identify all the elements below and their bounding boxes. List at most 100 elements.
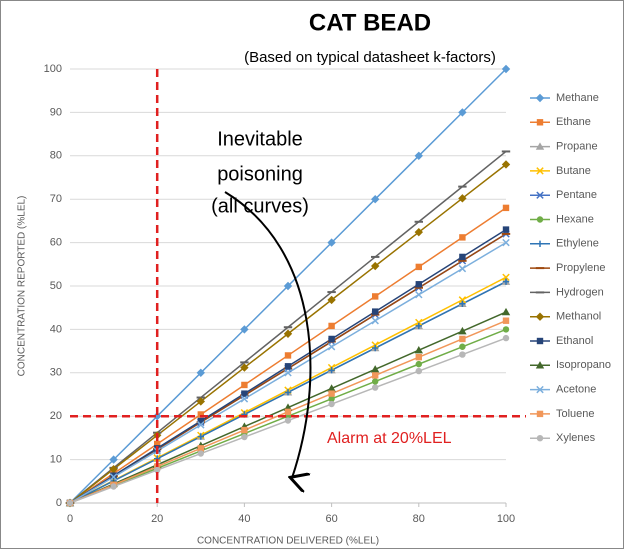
marker <box>536 337 544 345</box>
marker <box>535 93 545 103</box>
marker <box>414 346 423 354</box>
marker <box>536 167 544 175</box>
marker <box>109 455 118 464</box>
marker <box>536 216 544 223</box>
marker <box>110 483 117 490</box>
marker <box>328 335 335 343</box>
marker <box>415 353 422 361</box>
marker <box>414 227 423 237</box>
marker <box>241 390 248 397</box>
y-tick-label: 10 <box>50 454 62 466</box>
marker <box>284 369 292 377</box>
marker <box>197 411 204 418</box>
legend-label: Pentane <box>556 189 597 201</box>
marker <box>240 395 249 403</box>
marker <box>415 360 422 368</box>
marker <box>459 253 466 261</box>
marker <box>536 410 544 418</box>
legend-label: Methane <box>556 92 599 104</box>
marker <box>328 395 335 403</box>
marker <box>371 261 380 271</box>
marker <box>458 264 467 273</box>
legend-label: Toluene <box>556 408 595 420</box>
marker <box>459 343 466 350</box>
marker <box>283 329 293 338</box>
marker <box>328 390 335 397</box>
marker <box>284 352 292 359</box>
marker <box>459 335 466 343</box>
marker <box>197 450 204 457</box>
marker <box>371 365 380 373</box>
marker <box>535 312 545 321</box>
legend-label: Butane <box>556 165 591 177</box>
y-tick-label: 40 <box>50 323 62 335</box>
marker <box>284 417 292 424</box>
marker <box>372 372 379 379</box>
marker <box>197 421 205 429</box>
marker <box>154 440 161 448</box>
chart-subtitle: (Based on typical datasheet k-factors) <box>244 49 496 66</box>
marker <box>501 160 511 169</box>
marker <box>197 433 204 440</box>
marker <box>109 464 118 474</box>
legend-label: Hexane <box>556 213 594 225</box>
marker <box>501 64 511 74</box>
y-tick-label: 100 <box>44 63 62 75</box>
marker <box>327 238 336 247</box>
legend-label: Acetone <box>556 384 596 396</box>
marker <box>458 326 467 335</box>
marker <box>241 433 248 441</box>
y-tick-label: 80 <box>50 150 62 162</box>
marker <box>153 412 162 421</box>
marker <box>372 344 379 352</box>
legend-label: Xylenes <box>556 432 596 444</box>
x-tick-label: 80 <box>413 513 425 525</box>
legend-label: Ethane <box>556 116 591 128</box>
marker <box>241 381 248 389</box>
marker <box>283 281 293 291</box>
marker <box>66 499 74 507</box>
marker <box>284 389 292 396</box>
marker <box>197 417 204 425</box>
x-tick-label: 20 <box>151 513 163 525</box>
marker <box>327 343 336 351</box>
alarm-annotation: Alarm at 20%LEL <box>327 430 452 447</box>
legend-label: Ethanol <box>556 335 593 347</box>
marker <box>284 363 292 370</box>
marker <box>371 316 379 325</box>
x-tick-label: 40 <box>238 513 250 525</box>
marker <box>328 400 335 408</box>
marker <box>502 317 510 324</box>
marker <box>502 334 510 342</box>
y-tick-label: 30 <box>50 367 62 379</box>
marker <box>502 278 510 285</box>
y-tick-label: 50 <box>50 280 62 292</box>
marker <box>328 366 335 374</box>
legend-label: Hydrogen <box>556 286 604 298</box>
marker <box>536 240 544 247</box>
marker <box>415 322 422 330</box>
legend-label: Propane <box>556 141 598 153</box>
x-axis-label: CONCENTRATION DELIVERED (%LEL) <box>197 536 379 547</box>
chart-title: CAT BEAD <box>309 9 431 36</box>
y-tick-label: 0 <box>56 497 62 509</box>
legend-label: Isopropano <box>556 359 611 371</box>
plot-area: 0 10 20 30 40 50 60 70 80 90 100 0 20 40 60 80 100 <box>44 63 526 525</box>
legend-label: Propylene <box>556 262 606 274</box>
marker <box>502 226 510 233</box>
marker <box>109 473 118 481</box>
marker <box>284 408 292 416</box>
marker <box>196 368 205 377</box>
marker <box>458 194 467 203</box>
x-tick-label: 100 <box>497 513 515 525</box>
marker <box>502 273 510 282</box>
marker <box>536 435 544 442</box>
marker <box>415 290 423 299</box>
marker <box>240 325 249 334</box>
marker <box>458 108 467 117</box>
marker <box>459 351 466 358</box>
marker <box>371 195 380 204</box>
y-tick-label: 70 <box>50 193 62 205</box>
